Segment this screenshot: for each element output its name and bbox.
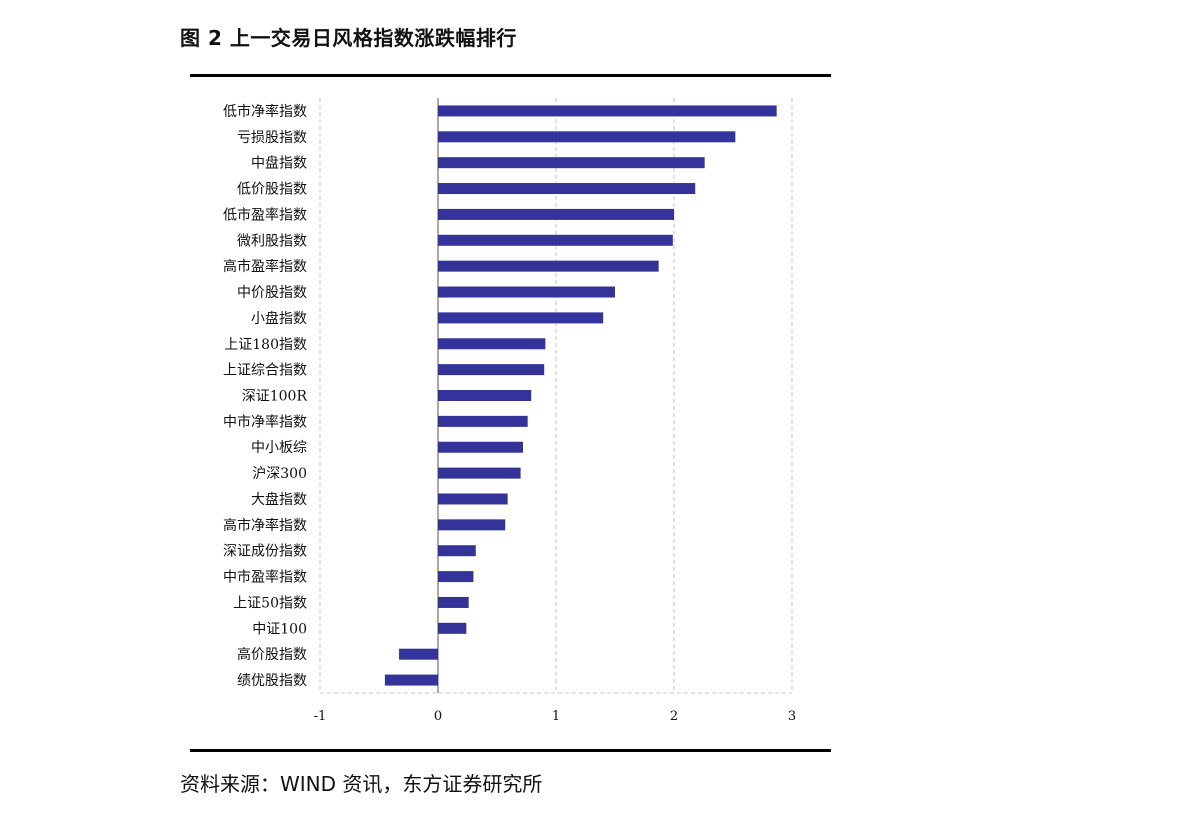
category-label: 上证180指数 [224, 337, 307, 353]
bar [438, 519, 506, 531]
x-tick-label: 3 [788, 709, 796, 724]
bar [438, 441, 523, 453]
bar [438, 571, 474, 583]
category-label: 沪深300 [252, 466, 307, 482]
source-note: 资料来源：WIND 资讯，东方证券研究所 [180, 772, 543, 796]
category-label: 上证综合指数 [223, 363, 307, 379]
bar [438, 338, 546, 350]
bar [438, 312, 604, 324]
bar [438, 596, 469, 608]
category-label: 亏损股指数 [237, 130, 307, 146]
bar [438, 493, 508, 505]
category-label: 中证100 [252, 621, 307, 637]
category-label: 高市盈率指数 [223, 258, 307, 275]
bar [438, 415, 528, 427]
bar [438, 467, 521, 479]
category-label: 深证成份指数 [223, 544, 307, 560]
bar [438, 364, 545, 376]
top-rule [190, 74, 831, 77]
category-labels: 低市净率指数亏损股指数中盘指数低价股指数低市盈率指数微利股指数高市盈率指数中价股… [223, 103, 307, 689]
bar [438, 390, 532, 401]
category-label: 中盘指数 [251, 155, 307, 172]
bar [384, 674, 438, 686]
bar [399, 648, 438, 660]
x-tick-label: -1 [314, 709, 327, 724]
category-label: 中小板综 [251, 440, 307, 456]
bar [438, 234, 673, 246]
category-label: 高价股指数 [237, 646, 307, 663]
bar [438, 208, 674, 220]
bar [438, 131, 736, 143]
category-label: 小盘指数 [251, 310, 307, 327]
category-label: 低价股指数 [237, 182, 307, 198]
figure-title: 图 2 上一交易日风格指数涨跌幅排行 [180, 26, 517, 50]
category-label: 中市盈率指数 [223, 569, 307, 586]
category-label: 上证50指数 [233, 595, 307, 611]
category-label: 低市净率指数 [223, 103, 307, 120]
bar [438, 286, 615, 298]
x-tick-label: 0 [434, 709, 442, 724]
bar [438, 157, 705, 169]
bar [438, 260, 659, 272]
x-tick-label: 2 [670, 709, 678, 724]
category-label: 微利股指数 [237, 233, 307, 249]
category-label: 深证100R [242, 389, 308, 405]
bottom-rule [190, 749, 831, 752]
x-tick-labels: -1 0 1 2 3 [314, 709, 796, 724]
category-label: 绩优股指数 [237, 673, 307, 689]
category-label: 中价股指数 [237, 285, 307, 301]
bar [438, 622, 467, 634]
bar [438, 545, 476, 557]
bars [384, 105, 777, 686]
category-label: 大盘指数 [251, 491, 307, 508]
bar [438, 105, 777, 117]
category-label: 中市净率指数 [223, 413, 307, 430]
x-tick-label: 1 [552, 709, 560, 724]
category-label: 高市净率指数 [223, 517, 307, 534]
category-label: 低市盈率指数 [223, 206, 307, 223]
bar [438, 183, 696, 195]
